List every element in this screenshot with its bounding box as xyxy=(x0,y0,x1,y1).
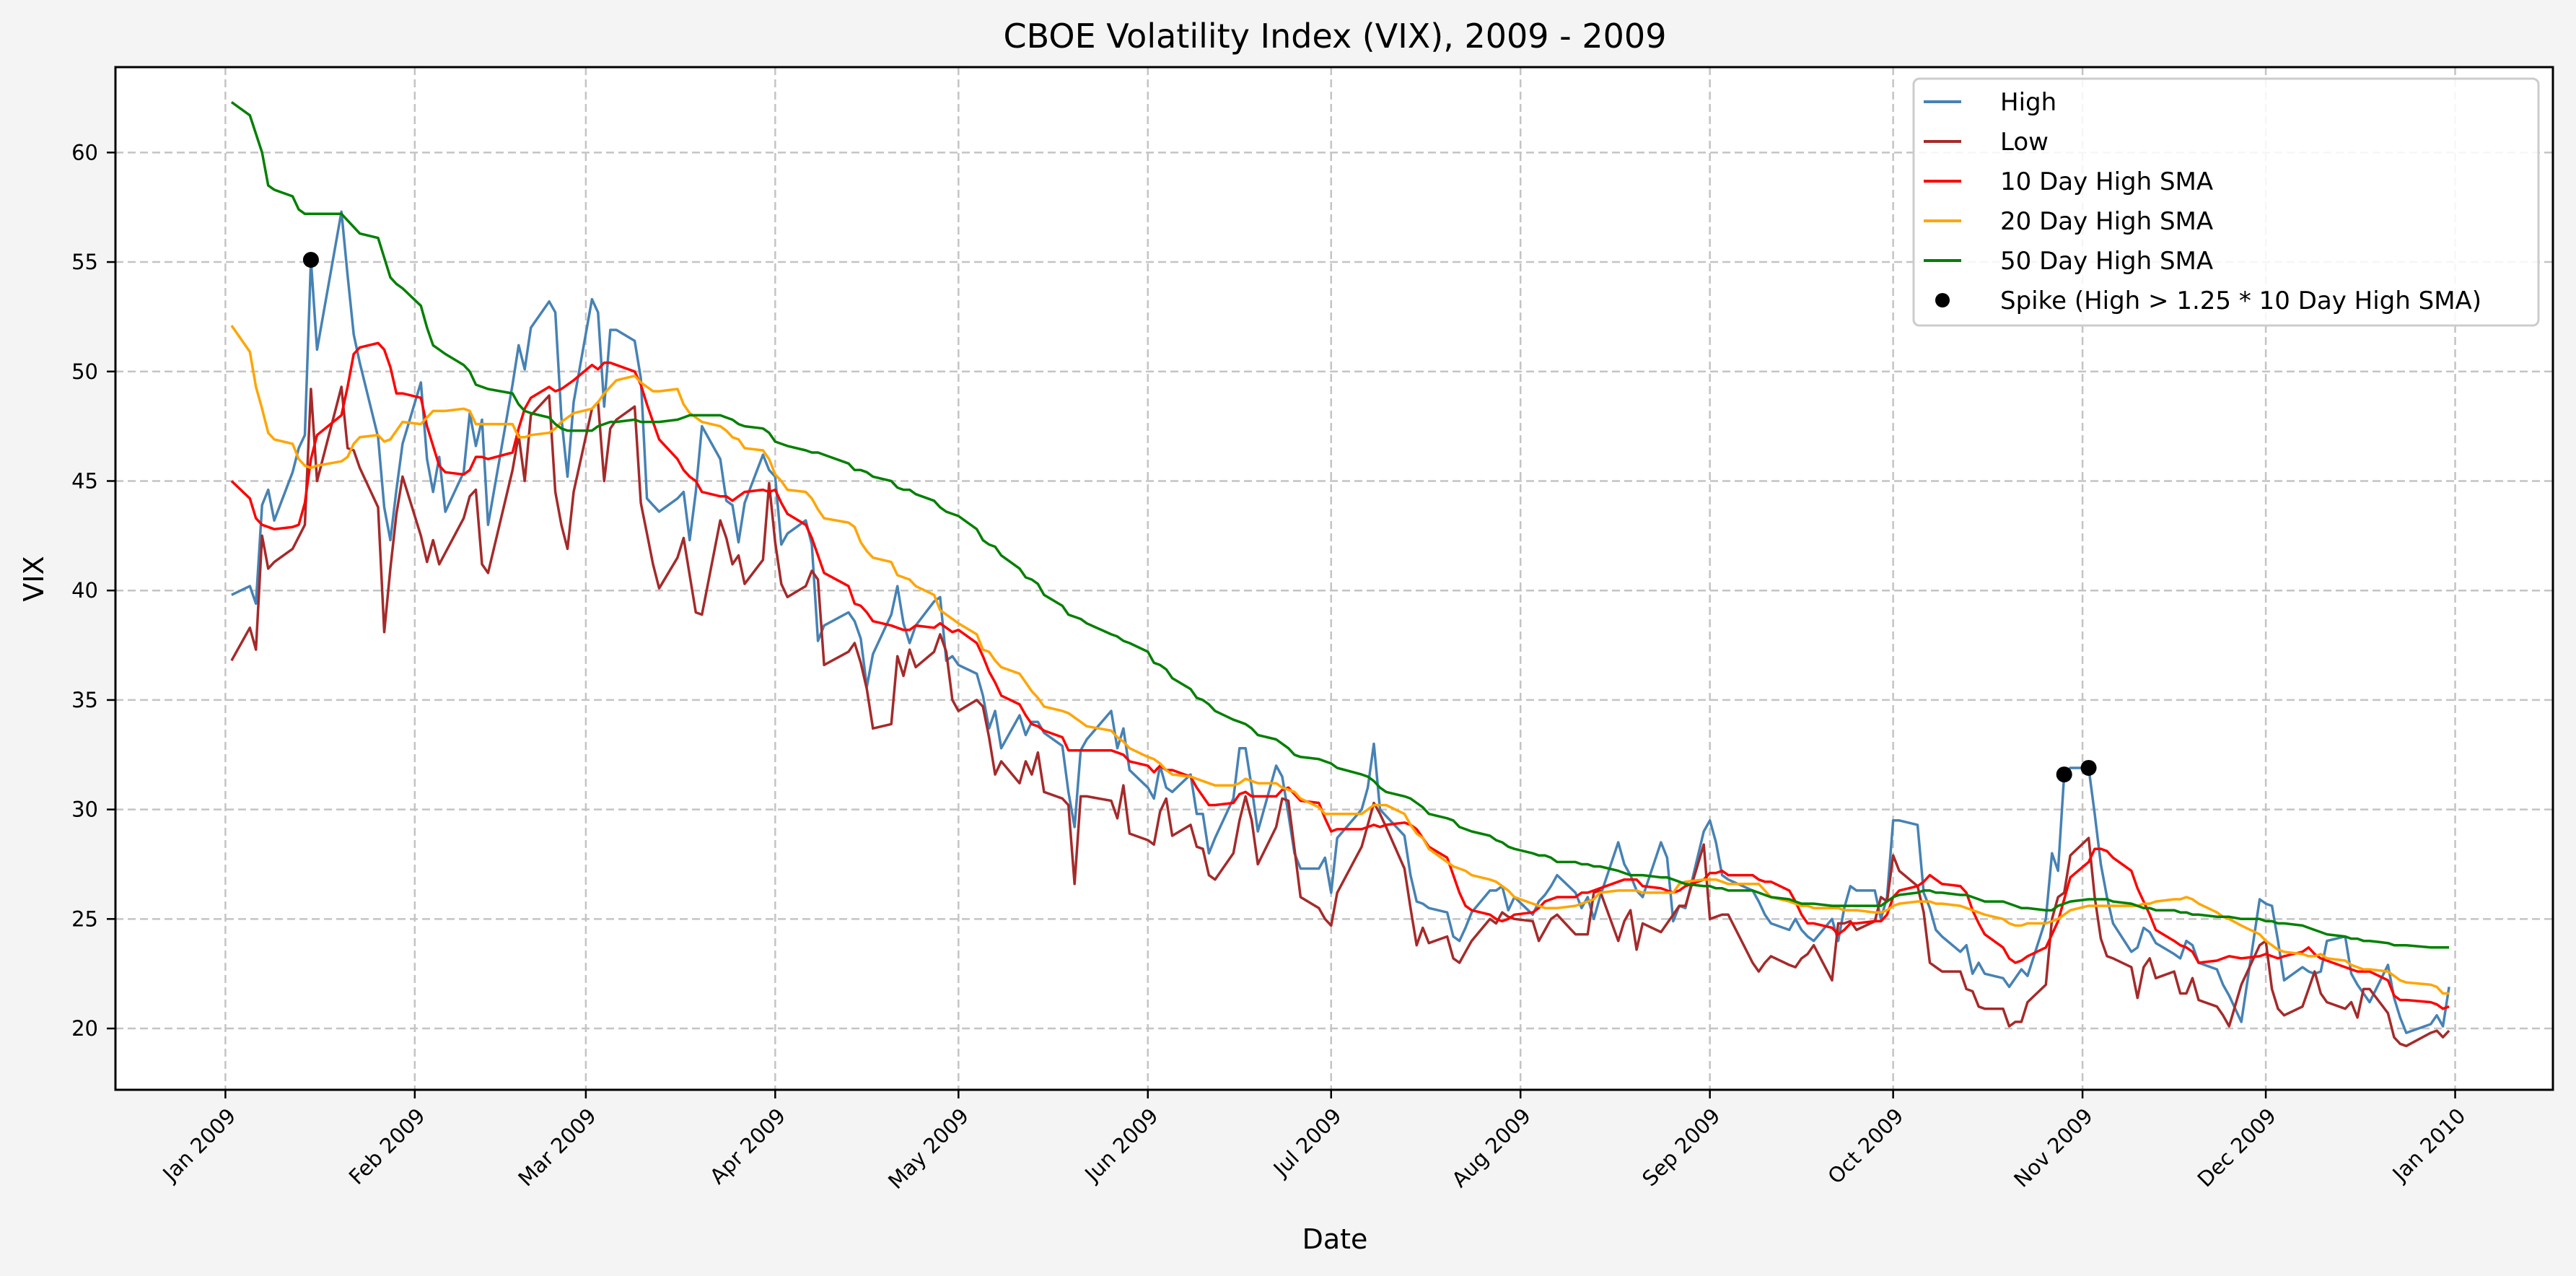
y-tick-label: 50 xyxy=(71,359,98,384)
legend-item: 10 Day High SMA xyxy=(1924,167,2213,196)
spike-markers xyxy=(302,252,2097,783)
legend-label: 20 Day High SMA xyxy=(2000,207,2213,236)
y-tick-label: 55 xyxy=(71,250,98,274)
legend-label: 50 Day High SMA xyxy=(2000,247,2213,276)
y-tick-label: 20 xyxy=(71,1016,98,1041)
series-line-50-day-high-sma xyxy=(230,101,2450,949)
legend-item: 50 Day High SMA xyxy=(1924,247,2213,276)
y-axis-label: VIX xyxy=(18,556,50,601)
series-line-20-day-high-sma xyxy=(230,325,2450,995)
spike-marker xyxy=(2080,759,2097,776)
series-lines xyxy=(230,101,2450,1048)
legend-label: Spike (High > 1.25 * 10 Day High SMA) xyxy=(2000,287,2481,315)
legend-item: 20 Day High SMA xyxy=(1924,207,2213,236)
legend-label: High xyxy=(2000,88,2056,117)
x-axis-label: Date xyxy=(1302,1223,1368,1255)
spike-marker xyxy=(302,252,319,268)
legend-item: High xyxy=(1924,88,2056,117)
y-tick-label: 25 xyxy=(71,906,98,931)
series-line-low xyxy=(230,385,2450,1048)
spike-marker xyxy=(2056,766,2072,783)
legend-label: Low xyxy=(2000,128,2049,157)
y-tick-label: 60 xyxy=(71,140,98,165)
y-tick-label: 45 xyxy=(71,468,98,493)
y-tick-label: 40 xyxy=(71,578,98,603)
y-tick-label: 30 xyxy=(71,798,98,822)
legend-dot-swatch xyxy=(1935,293,1950,307)
plot-frame xyxy=(114,66,2554,1091)
y-axis: 20 25 30 35 40 45 50 55 60 xyxy=(71,140,115,1041)
series-line-10-day-high-sma xyxy=(230,341,2450,1010)
legend-item: Spike (High > 1.25 * 10 Day High SMA) xyxy=(1935,287,2481,315)
legend: High Low 10 Day High SMA 20 Day High SMA 50 … xyxy=(1912,77,2540,327)
series-line-high xyxy=(231,210,2450,1034)
legend-item: Low xyxy=(1924,128,2049,157)
legend-box xyxy=(1912,77,2540,327)
y-tick-label: 35 xyxy=(71,688,98,712)
chart-title: CBOE Volatility Index (VIX), 2009 - 2009 xyxy=(1004,17,1667,56)
legend-label: 10 Day High SMA xyxy=(2000,167,2213,196)
